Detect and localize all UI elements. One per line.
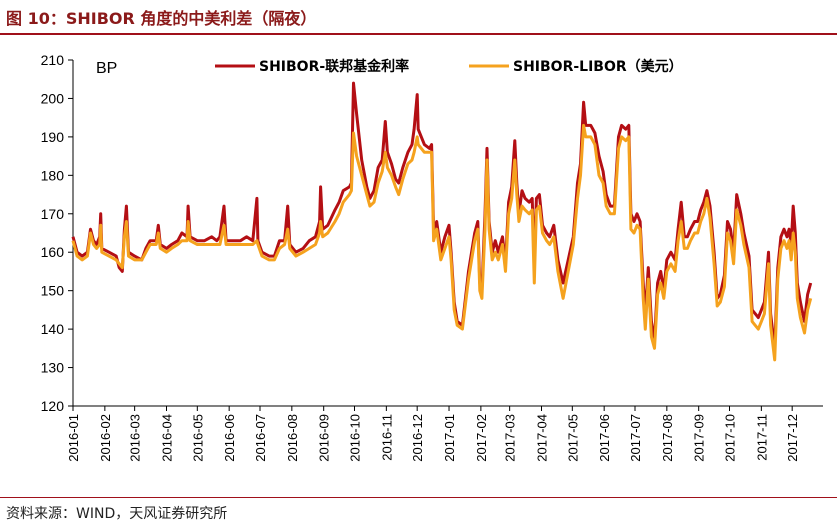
unit-label: BP <box>96 60 117 77</box>
y-tick-label: 120 <box>41 398 65 414</box>
x-tick-label: 2016-03 <box>128 414 143 462</box>
x-tick-label: 2016-09 <box>317 414 332 462</box>
y-tick-label: 140 <box>41 321 65 337</box>
figure-header: 图 10：SHIBOR 角度的中美利差（隔夜） <box>0 0 837 35</box>
series-line-1 <box>71 81 813 350</box>
x-tick-label: 2017-12 <box>785 414 800 462</box>
y-tick-label: 160 <box>41 244 65 260</box>
x-tick-label: 2017-04 <box>534 414 549 462</box>
x-tick-label: 2017-08 <box>660 414 675 462</box>
x-tick-label: 2016-10 <box>348 414 363 462</box>
x-tick-label: 2017-01 <box>442 414 457 462</box>
x-tick-label: 2016-07 <box>253 414 268 462</box>
legend-label: SHIBOR-联邦基金利率 <box>259 58 409 75</box>
x-tick-label: 2017-06 <box>597 414 612 462</box>
x-tick-label: 2016-01 <box>66 414 81 462</box>
x-tick-label: 2017-05 <box>565 414 580 462</box>
legend-label: SHIBOR-LIBOR（美元） <box>513 58 683 75</box>
y-tick-label: 210 <box>41 52 65 68</box>
chart-series <box>71 81 813 362</box>
x-tick-label: 2017-10 <box>723 414 738 462</box>
y-tick-label: 170 <box>41 206 65 222</box>
x-tick-label: 2016-12 <box>410 414 425 462</box>
title-divider <box>0 33 837 35</box>
y-tick-label: 200 <box>41 90 65 106</box>
source-note: 资料来源：WIND，天风证券研究所 <box>6 506 228 522</box>
x-tick-label: 2017-11 <box>754 414 769 461</box>
x-tick-label: 2016-11 <box>379 414 394 461</box>
series-line-2 <box>71 123 813 362</box>
y-tick-label: 150 <box>41 283 65 299</box>
line-chart: 120 130 140 150 160 170 180 190 200 210 2016-01 201… <box>41 52 823 462</box>
y-tick-label: 180 <box>41 167 65 183</box>
y-tick-label: 130 <box>41 360 65 376</box>
x-tick-label: 2017-09 <box>692 414 707 462</box>
x-tick-label: 2016-05 <box>190 414 205 462</box>
source-divider <box>0 497 837 498</box>
figure-title: 图 10：SHIBOR 角度的中美利差（隔夜） <box>6 9 317 28</box>
chart-legend: SHIBOR-联邦基金利率 SHIBOR-LIBOR（美元） <box>215 58 683 75</box>
x-tick-label: 2017-03 <box>503 414 518 462</box>
x-tick-label: 2016-08 <box>285 414 300 462</box>
x-tick-label: 2017-02 <box>474 414 489 462</box>
x-tick-label: 2016-04 <box>159 414 174 462</box>
x-tick-label: 2016-06 <box>222 414 237 462</box>
x-tick-label: 2017-07 <box>628 414 643 462</box>
x-tick-label: 2016-02 <box>98 414 113 462</box>
y-tick-label: 190 <box>41 129 65 145</box>
chart-axes: 120 130 140 150 160 170 180 190 200 210 2016-01 201… <box>41 52 823 462</box>
